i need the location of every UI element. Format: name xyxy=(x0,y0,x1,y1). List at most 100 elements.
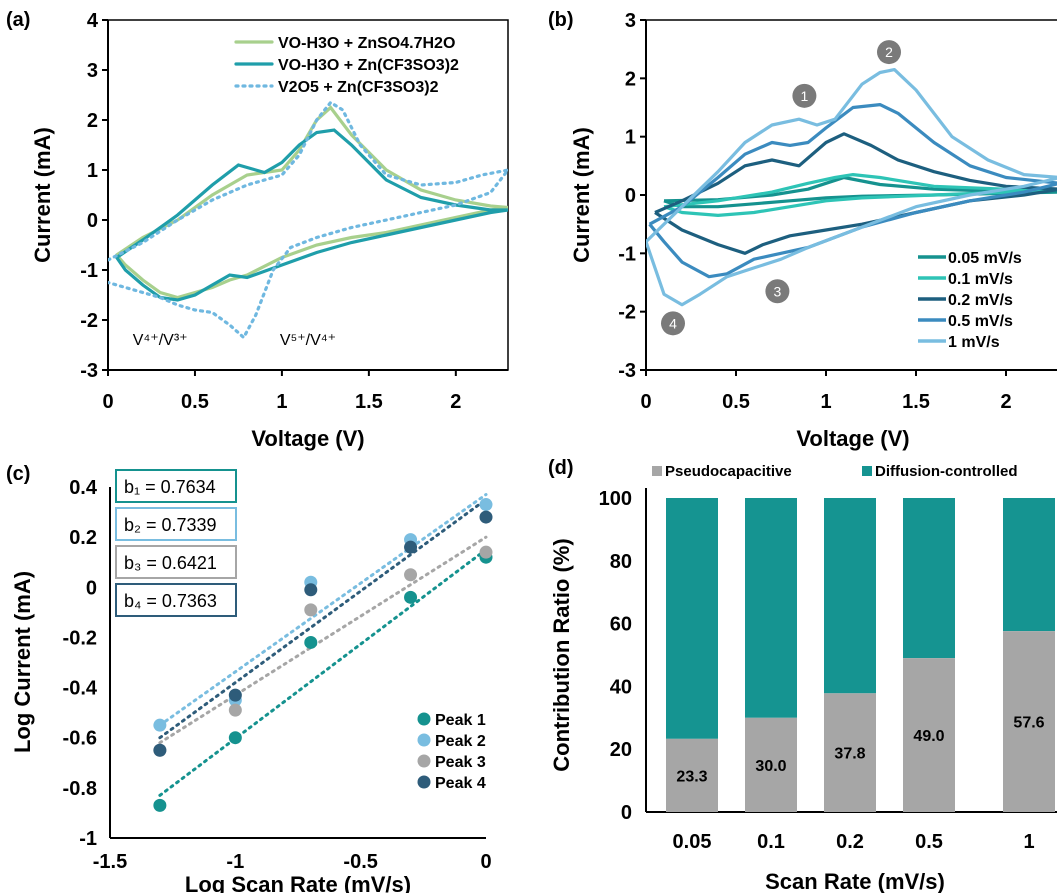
data-point xyxy=(304,635,318,649)
fit-line xyxy=(158,548,488,797)
bar-data-label: 30.0 xyxy=(755,758,786,775)
x-tick-label: 0.2 xyxy=(836,831,864,853)
x-tick-label: 0 xyxy=(102,391,113,413)
peak-marker xyxy=(877,40,901,65)
panel-label: (d) xyxy=(548,457,574,479)
y-tick-label: -3 xyxy=(618,360,636,382)
y-tick-label: 0.2 xyxy=(69,527,97,549)
y-tick-label: 2 xyxy=(87,110,98,132)
y-tick-label: 3 xyxy=(625,10,636,32)
y-tick-label: -1 xyxy=(79,828,97,850)
fit-box-label: b₃ = 0.6421 xyxy=(124,553,217,573)
fit-box xyxy=(115,507,237,541)
peak-marker-label: 1 xyxy=(801,88,809,104)
data-point xyxy=(479,498,493,512)
y-tick-label: 2 xyxy=(625,68,636,90)
legend-swatch xyxy=(862,466,872,476)
legend-label: 1 mV/s xyxy=(948,334,1000,351)
x-tick-label: -0.5 xyxy=(343,851,377,873)
y-tick-label: 80 xyxy=(610,551,632,573)
data-point xyxy=(404,590,418,604)
fit-box xyxy=(115,545,237,579)
y-axis-title: Current (mA) xyxy=(30,127,55,263)
legend-label: Peak 3 xyxy=(435,754,486,771)
legend-label: 0.05 mV/s xyxy=(948,250,1022,267)
x-tick-label: 1.5 xyxy=(902,391,930,413)
plot-frame xyxy=(107,19,509,371)
y-tick-label: -0.8 xyxy=(63,778,97,800)
panel-b: -3 -2 -1 0 1 2 3 0 0.5 1 1.5 2 Voltage (V) Current (m… xyxy=(548,9,1057,451)
legend-label: Diffusion-controlled xyxy=(875,463,1018,480)
legend-marker xyxy=(417,712,431,726)
y-tick-label: -0.6 xyxy=(63,728,97,750)
bar-data-label: 37.8 xyxy=(834,746,865,763)
x-axis-title: Voltage (V) xyxy=(251,426,364,451)
series-line xyxy=(654,132,1057,255)
bar-diffusion xyxy=(903,498,955,659)
legend-label: 0.2 mV/s xyxy=(948,292,1013,309)
legend-label: Peak 4 xyxy=(435,775,486,792)
series-line xyxy=(648,103,1057,279)
legend-label: VO-H3O + ZnSO4.7H2O xyxy=(278,35,455,52)
fit-box-label: b₂ = 0.7339 xyxy=(124,515,217,535)
legend-label: 0.1 mV/s xyxy=(948,271,1013,288)
data-point xyxy=(153,718,167,732)
data-point xyxy=(228,703,242,717)
peak-marker-label: 4 xyxy=(669,315,677,331)
peak-marker xyxy=(661,311,685,336)
bar-pseudocapacitive xyxy=(666,738,718,812)
panel-a: -3 -2 -1 0 1 2 3 4 0 0.5 1 1.5 2 Voltage (V) Current (… xyxy=(6,9,509,451)
annotation: V⁴⁺/V³⁺ xyxy=(133,332,188,349)
y-tick-label: 0 xyxy=(87,210,98,232)
y-tick-label: 1 xyxy=(87,160,98,182)
bar-pseudocapacitive xyxy=(1003,631,1055,812)
bar-diffusion xyxy=(666,498,718,739)
series-line xyxy=(115,128,508,302)
y-tick-label: -0.2 xyxy=(63,627,97,649)
panel-label: (b) xyxy=(548,9,574,31)
bar-diffusion xyxy=(1003,498,1055,632)
data-point xyxy=(228,731,242,745)
bar-data-label: 23.3 xyxy=(676,768,707,785)
legend-label: VO-H3O + Zn(CF3SO3)2 xyxy=(278,57,459,74)
y-tick-label: 0 xyxy=(625,185,636,207)
y-tick-label: 0 xyxy=(86,577,97,599)
fit-line xyxy=(158,498,488,740)
data-point xyxy=(479,510,493,524)
x-tick-label: 2 xyxy=(1000,391,1011,413)
legend-label: Peak 1 xyxy=(435,712,486,729)
bar-diffusion xyxy=(745,498,797,718)
y-tick-label: 100 xyxy=(599,488,632,510)
legend-label: Pseudocapacitive xyxy=(665,463,792,480)
y-tick-label: 0.4 xyxy=(69,477,98,499)
series-line xyxy=(663,175,1057,209)
x-tick-label: 0 xyxy=(640,391,651,413)
data-point xyxy=(153,743,167,757)
y-tick-label: 60 xyxy=(610,614,632,636)
y-tick-label: -2 xyxy=(618,302,636,324)
x-axis-title: Log Scan Rate (mV/s) xyxy=(185,872,411,893)
y-tick-label: -1 xyxy=(80,260,98,282)
y-tick-label: -0.4 xyxy=(63,678,98,700)
x-tick-label: 0.5 xyxy=(915,831,943,853)
data-point xyxy=(153,798,167,812)
series-line xyxy=(108,100,508,341)
panel-d: 0 20 40 60 80 100 23.3 0.05 30.0 0.1 37.8 0.2 49.0 0.… xyxy=(548,457,1057,893)
bar-pseudocapacitive xyxy=(903,658,955,812)
y-tick-label: -3 xyxy=(80,360,98,382)
x-tick-label: 0.5 xyxy=(722,391,750,413)
y-tick-label: 40 xyxy=(610,676,632,698)
x-tick-label: 0.5 xyxy=(181,391,209,413)
panel-c: -1-0.8-0.6-0.4-0.200.20.4-1.5 -1 -0.5 0Log … xyxy=(6,463,493,893)
bar-data-label: 57.6 xyxy=(1013,715,1044,732)
data-point xyxy=(404,568,418,582)
panel-label: (c) xyxy=(6,463,30,485)
x-tick-label: 0.05 xyxy=(673,831,712,853)
x-tick-label: -1.5 xyxy=(93,851,127,873)
peak-marker xyxy=(765,279,790,304)
panel-label: (a) xyxy=(6,9,30,31)
x-tick-label: 2 xyxy=(450,391,461,413)
data-point xyxy=(304,583,318,597)
fit-box-label: b₄ = 0.7363 xyxy=(124,591,217,611)
